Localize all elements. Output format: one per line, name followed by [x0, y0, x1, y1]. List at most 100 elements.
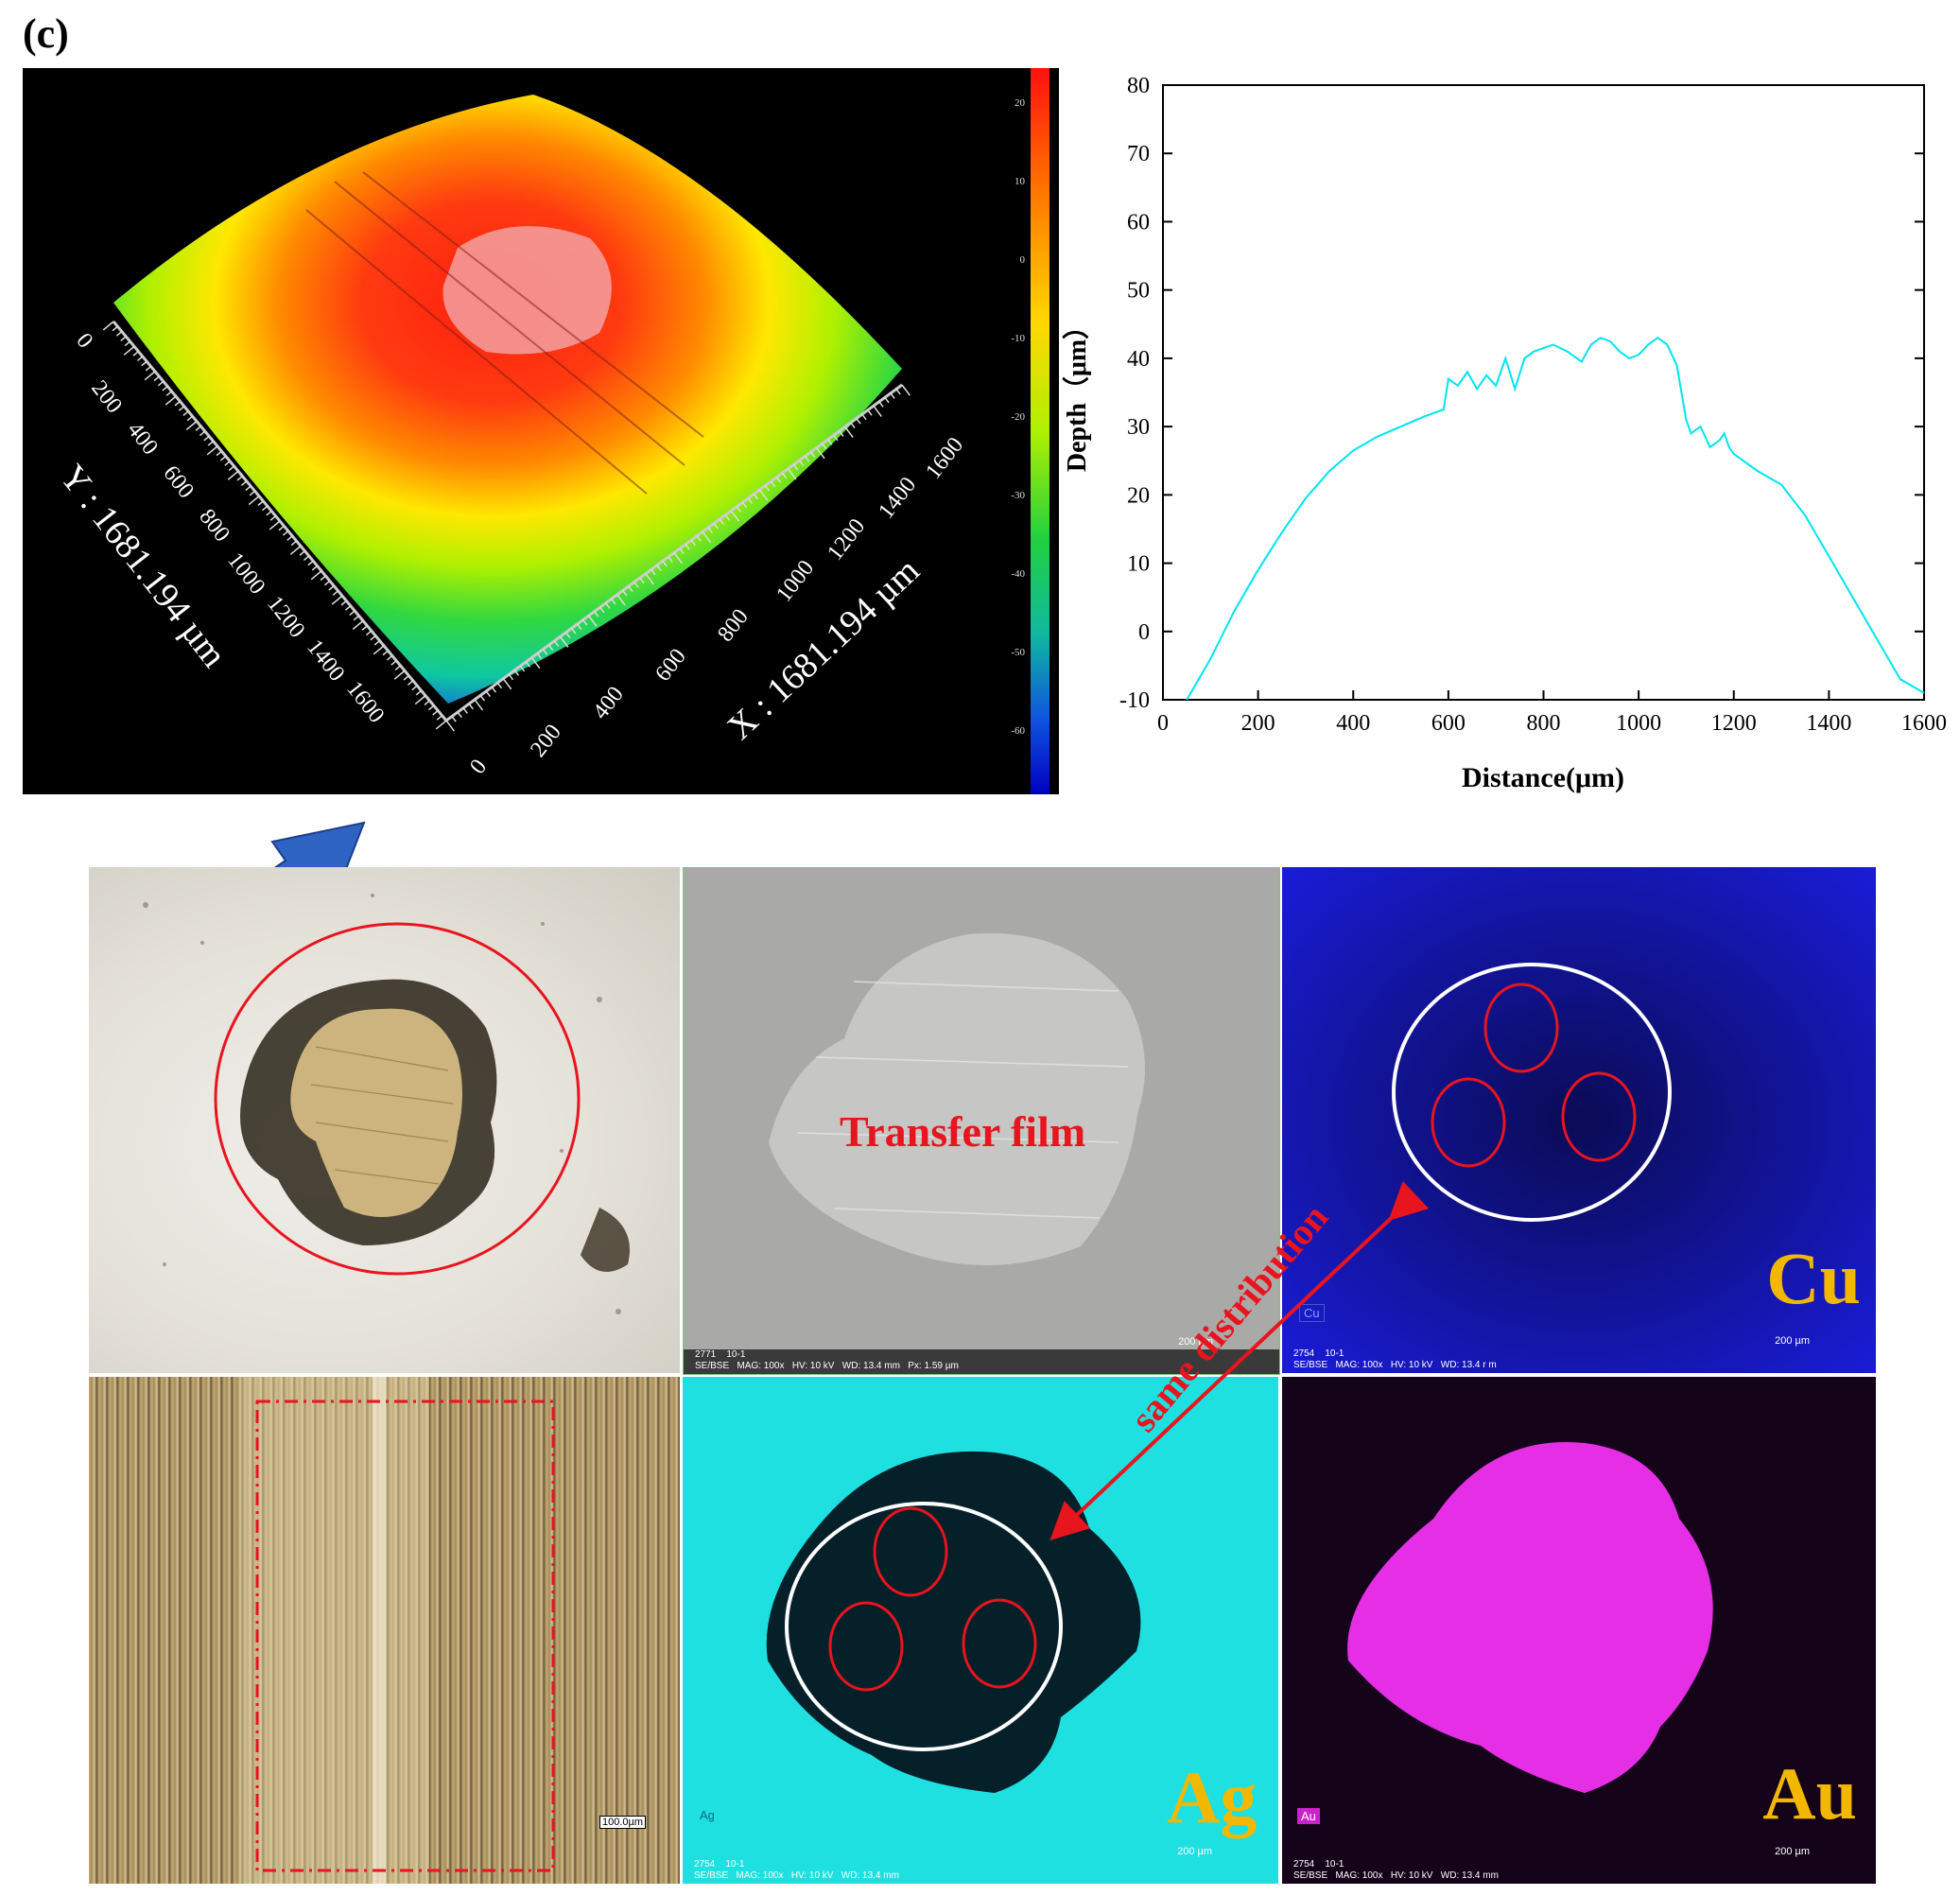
x-axis-title: X : 1681.194 µm [720, 550, 927, 747]
y-tick-label: 1200 [262, 592, 309, 643]
x-axis-tick [878, 401, 884, 408]
red-small-circle [962, 1598, 1037, 1689]
red-small-circle [828, 1601, 904, 1692]
x-axis-tick [639, 577, 645, 584]
y-axis-tick [115, 330, 123, 337]
colorbar-tick-label: -10 [1011, 333, 1025, 344]
y-axis-tick [207, 441, 215, 446]
y-axis-tick [266, 510, 272, 516]
x-axis-tick [645, 573, 654, 585]
y-axis-tick [236, 475, 243, 481]
x-axis-tick [792, 463, 799, 471]
x-axis-tick [673, 552, 684, 565]
x-axis-tick [787, 468, 797, 480]
x-axis-tick [770, 480, 776, 488]
colorbar-tick-label: -50 [1011, 647, 1025, 658]
x-axis-tick [508, 673, 514, 681]
x-tick-label: 600 [1431, 711, 1466, 736]
y-axis-tick [435, 720, 447, 730]
x-axis-tick [884, 396, 890, 404]
y-axis-tick [206, 445, 218, 456]
x-axis-tick [462, 707, 468, 714]
ag-footer: 2754 10-1 SE/BSE MAG: 100x HV: 10 kV WD:… [694, 1859, 899, 1881]
surface-3d-svg: 0 200 400 600 800 1000 1200 1400 1600 Y … [52, 68, 1049, 794]
x-tick-label: 1400 [874, 473, 921, 524]
y-axis-tick [414, 695, 426, 705]
x-axis-tick [861, 413, 867, 421]
x-axis-tick [822, 443, 827, 450]
x-axis-tick [530, 656, 541, 670]
x-tick-label: 0 [1157, 711, 1169, 736]
au-chip: Au [1297, 1808, 1320, 1824]
x-axis-tick [605, 602, 611, 609]
x-axis-tick [901, 384, 911, 396]
y-axis-tick [248, 496, 260, 506]
x-tick-label: 1000 [772, 556, 819, 607]
depth-profile-chart: 0 200 400 600 800 1000 1200 1400 1600 -10 0 10 20 30 4… [1059, 68, 1960, 806]
x-axis-tick [730, 510, 740, 522]
x-axis-tick [599, 606, 605, 614]
y-tick-label: 0 [1138, 620, 1150, 645]
x-axis-tick [656, 565, 662, 571]
y-tick-label: 1600 [341, 677, 389, 728]
y-axis-tick [352, 619, 364, 631]
y-axis-tick [240, 480, 248, 486]
x-axis-tick [474, 699, 484, 711]
y-axis-tick [328, 584, 335, 591]
y-axis-tick [136, 356, 144, 361]
red-small-circle [1431, 1077, 1506, 1168]
y-axis-tick [227, 470, 239, 480]
x-tick-label: 1400 [1806, 711, 1851, 736]
x-tick-label: 1600 [921, 433, 968, 484]
x-axis-tick [468, 703, 474, 710]
y-axis-tick [373, 640, 381, 646]
y-axis-tick [370, 635, 376, 641]
x-axis-tick [679, 548, 685, 555]
y-axis-tick [373, 645, 385, 655]
y-axis-title: Y : 1681.194 µm [52, 458, 234, 675]
x-axis-tick [491, 687, 496, 693]
y-axis-tick [132, 351, 139, 357]
y-axis-tick [390, 660, 397, 666]
y-axis-tick [219, 455, 227, 461]
x-axis-tick [622, 589, 628, 597]
y-axis-tick [436, 715, 443, 721]
colorbar [1031, 68, 1049, 794]
x-tick-label: 1600 [1901, 711, 1947, 736]
y-axis-tick [182, 410, 189, 417]
y-tick-label: 1000 [222, 548, 269, 600]
y-axis-tick [145, 365, 152, 372]
y-axis-tick [245, 485, 252, 492]
y-axis-tick [386, 654, 393, 661]
x-axis-tick [816, 447, 825, 460]
x-axis-tick [611, 598, 616, 605]
x-axis-tick [804, 455, 810, 462]
y-axis-tick [320, 575, 326, 582]
y-axis-tick [216, 450, 222, 457]
x-axis-tick [616, 594, 626, 606]
y-tick-label: 50 [1127, 279, 1150, 304]
y-tick-label: 20 [1127, 483, 1150, 508]
cu-scale-bar: 200 µm [1775, 1335, 1810, 1347]
x-axis-tick [594, 611, 599, 618]
x-axis-tick [559, 635, 569, 648]
cu-label: Cu [1766, 1237, 1861, 1319]
y-axis-tick [340, 600, 347, 606]
x-axis-tick [890, 392, 895, 399]
y-axis-tick [344, 605, 352, 611]
x-axis-tick [445, 720, 455, 732]
y-axis-tick [157, 380, 165, 387]
plot-frame [1162, 84, 1925, 701]
worn-scar [442, 226, 612, 355]
x-axis-tick [736, 506, 742, 513]
y-axis-tick [269, 520, 281, 531]
x-axis-tick [781, 472, 788, 479]
ag-dark-region [766, 1451, 1141, 1793]
y-axis-tick [424, 700, 430, 705]
x-tick-label: 0 [465, 755, 492, 778]
y-axis-tick [178, 406, 185, 411]
surface-dome [113, 95, 902, 704]
x-axis-tick [850, 422, 856, 428]
x-axis-tick [519, 665, 526, 672]
y-axis-tick [269, 515, 277, 521]
